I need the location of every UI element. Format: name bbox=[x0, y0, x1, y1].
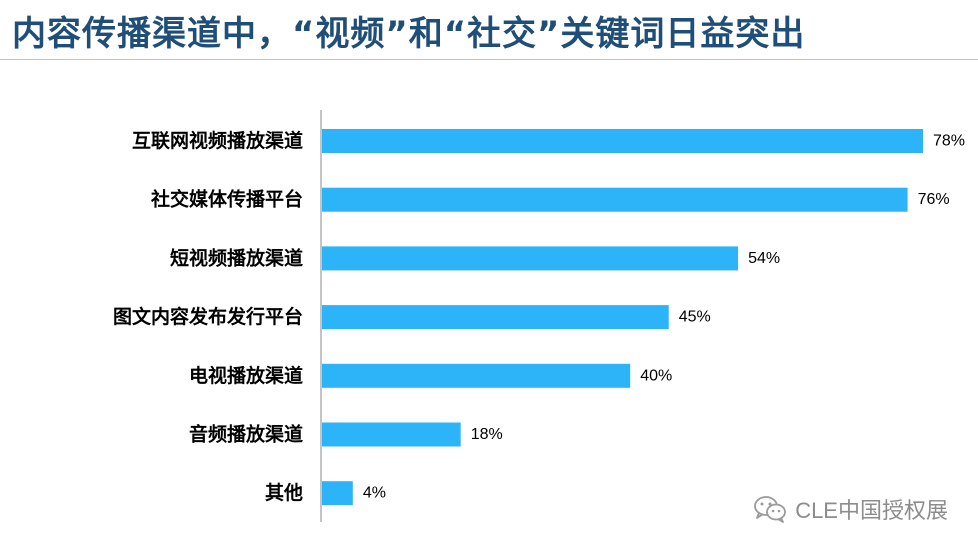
bar bbox=[322, 187, 908, 212]
category-label: 短视频播放渠道 bbox=[170, 246, 303, 269]
value-label: 4% bbox=[363, 485, 386, 502]
category-label: 音频播放渠道 bbox=[189, 423, 303, 446]
wechat-icon bbox=[754, 496, 787, 523]
category-label: 电视播放渠道 bbox=[189, 364, 303, 387]
value-label: 45% bbox=[679, 309, 711, 326]
watermark-text: CLE中国授权展 bbox=[795, 498, 948, 523]
page-title: 内容传播渠道中，“视频”和“社交”关键词日益突出 bbox=[12, 14, 806, 54]
bar bbox=[322, 422, 461, 447]
value-label: 76% bbox=[918, 191, 950, 208]
bar bbox=[322, 363, 631, 388]
value-label: 78% bbox=[933, 133, 965, 150]
chart-plot-area: 互联网视频播放渠道 78% 社交媒体传播平台 76% 短视频播放渠道 54% 图文内容发布发… bbox=[113, 110, 965, 522]
value-label: 40% bbox=[640, 367, 672, 384]
bar bbox=[322, 481, 353, 506]
category-label: 社交媒体传播平台 bbox=[150, 188, 303, 211]
bar bbox=[322, 129, 923, 153]
title-divider bbox=[0, 59, 978, 60]
bar bbox=[322, 305, 669, 330]
value-label: 54% bbox=[748, 250, 780, 267]
category-label: 互联网视频播放渠道 bbox=[132, 129, 303, 152]
category-label: 图文内容发布发行平台 bbox=[113, 305, 303, 328]
category-label: 其他 bbox=[265, 481, 303, 504]
value-label: 18% bbox=[471, 426, 503, 443]
watermark: CLE中国授权展 bbox=[753, 493, 948, 525]
bar bbox=[322, 246, 739, 271]
